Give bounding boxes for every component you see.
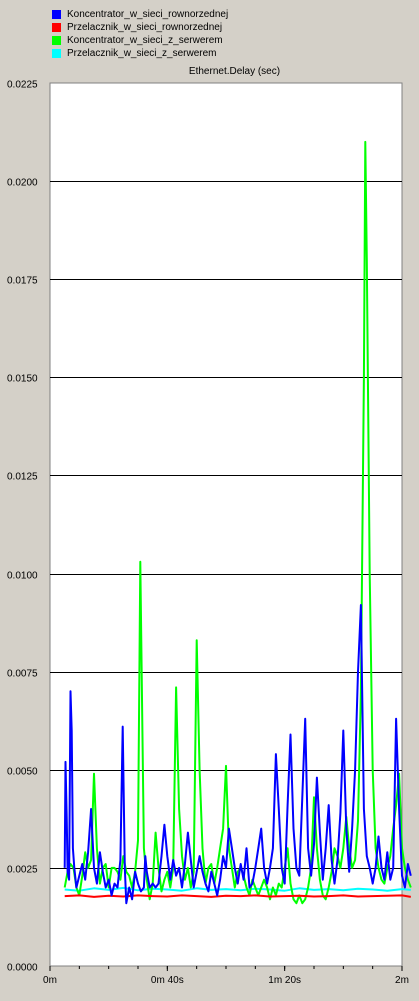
legend-swatch [52, 23, 61, 32]
chart-title: Ethernet.Delay (sec) [188, 66, 281, 77]
legend-label: Przelacznik_w_sieci_rownorzednej [67, 22, 223, 33]
legend-label: Koncentrator_w_sieci_z_serwerem [67, 35, 223, 46]
legend-label: Przelacznik_w_sieci_z_serwerem [67, 48, 217, 59]
series-line [63, 604, 412, 905]
x-tick-label: 2m [395, 975, 409, 986]
y-tick-label: 0.0050 [7, 767, 38, 778]
y-tick-label: 0.0200 [7, 178, 38, 189]
series-line [64, 886, 411, 892]
y-tick-label: 0.0125 [7, 472, 38, 483]
legend-swatch [52, 10, 61, 19]
legend-swatch [52, 49, 61, 58]
x-tick-label: 0m [43, 975, 57, 986]
legend-item: Koncentrator_w_sieci_z_serwerem [52, 34, 228, 47]
legend-swatch [52, 36, 61, 45]
y-tick-label: 0.0225 [7, 80, 38, 91]
y-tick-label: 0.0075 [7, 669, 38, 680]
legend-item: Przelacznik_w_sieci_rownorzednej [52, 21, 228, 34]
plot-area [49, 82, 403, 967]
series-line [64, 894, 411, 898]
y-tick-label: 0.0100 [7, 571, 38, 582]
y-tick-label: 0.0025 [7, 865, 38, 876]
legend-label: Koncentrator_w_sieci_rownorzednej [67, 9, 229, 20]
legend-item: Koncentrator_w_sieci_rownorzednej [52, 8, 228, 21]
y-tick-label: 0.0175 [7, 276, 38, 287]
x-tick-label: 1m 20s [268, 975, 301, 986]
legend-item: Przelacznik_w_sieci_z_serwerem [52, 47, 228, 60]
series-line [63, 140, 412, 905]
y-tick-label: 0.0150 [7, 374, 38, 385]
x-tick-label: 0m 40s [151, 975, 184, 986]
legend: Koncentrator_w_sieci_rownorzednej Przelac… [52, 8, 228, 60]
y-tick-label: 0.0000 [7, 963, 38, 974]
